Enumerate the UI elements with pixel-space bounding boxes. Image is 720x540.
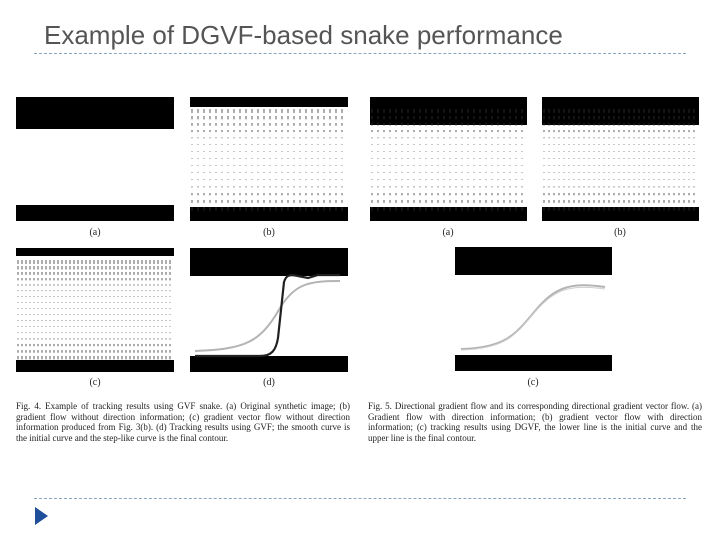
fig4-caption: Fig. 4. Example of tracking results usin… (16, 401, 350, 443)
vector-field-arrows (543, 109, 695, 211)
final-contour (195, 273, 340, 358)
footer-divider (34, 498, 686, 499)
fig5-panel-b (542, 97, 699, 221)
vector-field-arrows (191, 109, 343, 211)
fig4-label-b: (b) (263, 227, 275, 238)
fig5-panel-a (370, 97, 527, 221)
fig4-panel-d (190, 248, 348, 372)
initial-line (460, 284, 606, 350)
fig4-panel-c (16, 248, 174, 372)
fig5-caption: Fig. 5. Directional gradient flow and it… (368, 401, 702, 443)
fig5-label-c: (c) (527, 377, 539, 388)
slide-title: Example of DGVF-based snake performance (44, 20, 563, 50)
triangle-bullet-icon (35, 507, 48, 525)
vector-field-arrows (17, 260, 171, 360)
initial-curve (194, 280, 341, 352)
fig5-label-b: (b) (614, 227, 626, 238)
title-divider (34, 53, 686, 54)
fig4-label-c: (c) (89, 377, 101, 388)
fig5-label-a: (a) (442, 227, 454, 238)
fig4-label-d: (d) (263, 377, 275, 388)
final-line (460, 286, 606, 351)
vector-field-arrows (371, 109, 523, 211)
fig4-panel-b (190, 97, 348, 221)
fig4-panel-a (16, 97, 174, 221)
fig5-panel-c (455, 247, 612, 371)
fig4-label-a: (a) (89, 227, 101, 238)
